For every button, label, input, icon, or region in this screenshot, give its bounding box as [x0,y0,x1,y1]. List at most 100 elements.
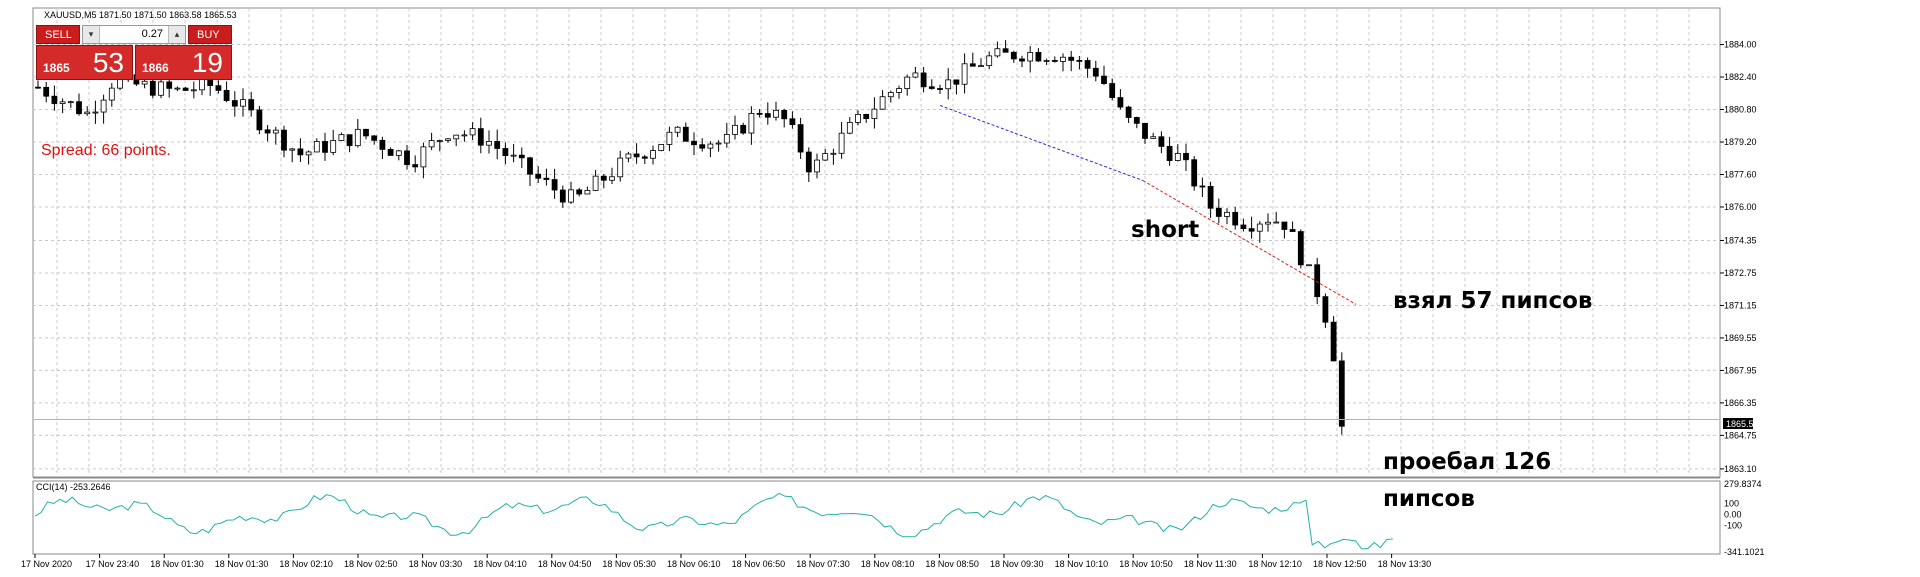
candle [789,118,796,126]
candle [584,189,591,195]
time-tick-label: 18 Nov 08:50 [925,559,979,569]
lot-size-field[interactable]: ▾ 0.27 ▴ [82,25,186,44]
price-axis: 1884.00 1882.40 1880.80 1879.20 1877.60 1876.… [1720,40,1757,474]
sell-price-points: 53 [92,47,124,78]
candle [223,90,230,101]
candle [666,131,673,145]
candle [371,135,378,141]
candle [1150,136,1157,139]
candle [912,72,919,78]
time-tick-label: 17 Nov 2020 [21,559,72,569]
candle [84,111,91,115]
candle [92,111,99,114]
price-tick-label: 1871.15 [1724,300,1757,310]
buy-button[interactable]: BUY [188,25,232,44]
time-tick-label: 18 Nov 11:30 [1184,559,1237,569]
candle [600,175,607,181]
time-tick-label: 18 Nov 04:10 [473,559,527,569]
candle [1158,136,1165,147]
candle [1273,221,1280,224]
candle [896,88,902,93]
candle [1117,97,1124,108]
candle [182,87,189,91]
time-tick-label: 18 Nov 06:50 [732,559,786,569]
trade-lines [939,104,1357,305]
candle [330,140,337,153]
candle [978,65,984,68]
candle [76,101,82,115]
candle [379,139,386,150]
candle [1199,185,1206,188]
candle [1051,60,1058,62]
current-price-value: 1865.53 [1726,419,1759,429]
candle [1109,83,1116,98]
candle [625,153,632,159]
buy-price-button[interactable]: 1866 19 [135,45,232,80]
candle [1166,146,1173,161]
exit-line [1142,180,1357,305]
candle [264,129,271,134]
candle [346,134,353,147]
buy-price-big-figure: 1866 [142,61,169,75]
candle [781,109,788,120]
candle [805,151,812,173]
candle [1043,60,1050,62]
candle [215,85,222,91]
candle [674,126,681,133]
candle [838,132,845,154]
candle [904,76,911,89]
candle [559,189,566,203]
candle [35,86,41,89]
candle [281,129,287,151]
candle [961,63,968,85]
candle [1306,264,1312,267]
candle [1035,52,1042,62]
price-tick-label: 1882.40 [1724,72,1757,82]
lot-decrease-icon[interactable]: ▾ [83,26,100,43]
time-tick-label: 18 Nov 02:50 [344,559,398,569]
price-tick-label: 1877.60 [1724,169,1757,179]
candle [887,92,894,98]
candle [1330,321,1337,362]
candle [879,96,886,110]
candle [740,124,747,134]
time-tick-label: 18 Nov 07:30 [796,559,850,569]
candle [1101,75,1107,84]
candle [846,122,853,134]
candle [1289,229,1296,232]
short-annotation: short [1131,217,1199,243]
candle [658,144,665,151]
candle [535,173,542,179]
cci-series [34,492,1393,550]
price-tick-label: 1884.00 [1724,40,1757,50]
chart-frame [32,7,1721,478]
candle [1232,211,1239,226]
candle [502,148,509,157]
candle [354,128,361,147]
candle [855,114,861,123]
candle [428,140,435,148]
sell-price-big-figure: 1865 [43,61,70,75]
candle [51,95,58,104]
candle [920,72,927,88]
cci-tick-label: 279.8374 [1724,479,1762,489]
lot-increase-icon[interactable]: ▴ [168,26,185,43]
candle [272,129,279,134]
loss-annotation-line2: пипсов [1383,486,1475,512]
candle [691,140,697,146]
candle [822,153,829,161]
candle [928,86,935,89]
candle [1322,296,1329,323]
candle [289,148,296,151]
candle [1281,221,1288,230]
sell-price-button[interactable]: 1865 53 [36,45,133,80]
candle [166,81,173,89]
candle [67,101,74,104]
candle [1207,186,1214,209]
candle [1224,211,1230,217]
candle [190,89,197,92]
candle [231,100,238,107]
candle [477,128,484,146]
sell-button[interactable]: SELL [36,25,80,44]
